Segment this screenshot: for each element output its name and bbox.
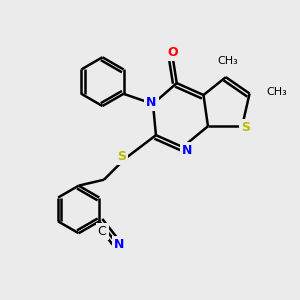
Text: S: S — [117, 150, 126, 163]
Text: CH₃: CH₃ — [217, 56, 238, 66]
Text: CH₃: CH₃ — [266, 87, 287, 97]
Text: O: O — [167, 46, 178, 59]
Text: N: N — [146, 96, 157, 109]
Text: N: N — [114, 238, 124, 251]
Text: N: N — [182, 144, 192, 157]
Text: S: S — [241, 121, 250, 134]
Text: C: C — [98, 225, 106, 238]
